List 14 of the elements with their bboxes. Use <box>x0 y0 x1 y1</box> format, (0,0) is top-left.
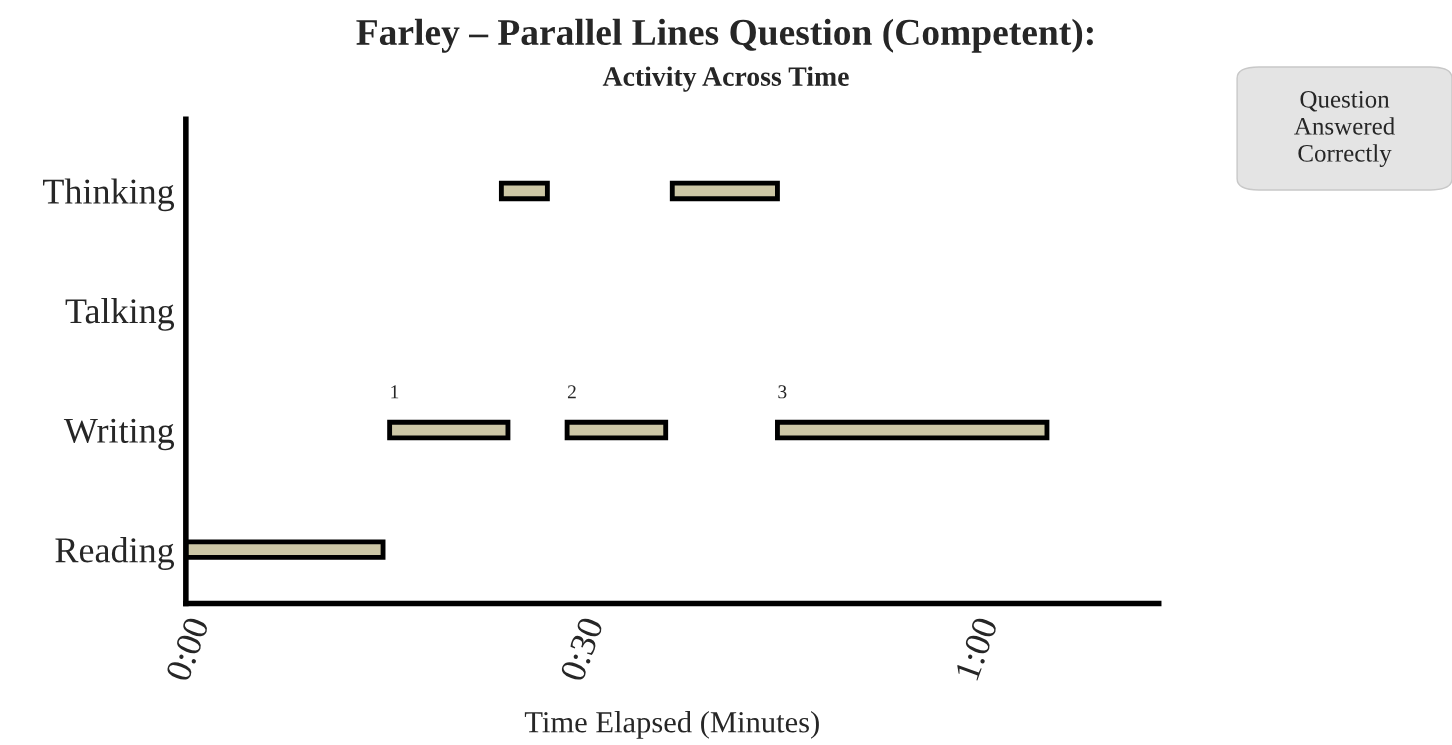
y-tick-label: Talking <box>65 297 175 331</box>
x-tick-label: 0:30 <box>559 616 604 683</box>
x-axis-title: Time Elapsed (Minutes) <box>524 711 819 739</box>
chart-title: Farley – Parallel Lines Question (Competent): <box>356 18 1093 53</box>
y-tick-label: Thinking <box>43 178 175 212</box>
x-tick-label: 0:00 <box>165 616 210 683</box>
y-tick-label: Reading <box>55 537 175 570</box>
chart-subtitle: Activity Across Time <box>602 66 849 92</box>
annotation: 2 <box>567 385 576 399</box>
text: Question Answered Correctly <box>1294 90 1395 167</box>
x-tick-label: 1:00 <box>954 616 999 681</box>
annotation: 1 <box>391 385 399 399</box>
y-tick-label: Writing <box>63 418 175 451</box>
annotation: 3 <box>778 385 787 399</box>
